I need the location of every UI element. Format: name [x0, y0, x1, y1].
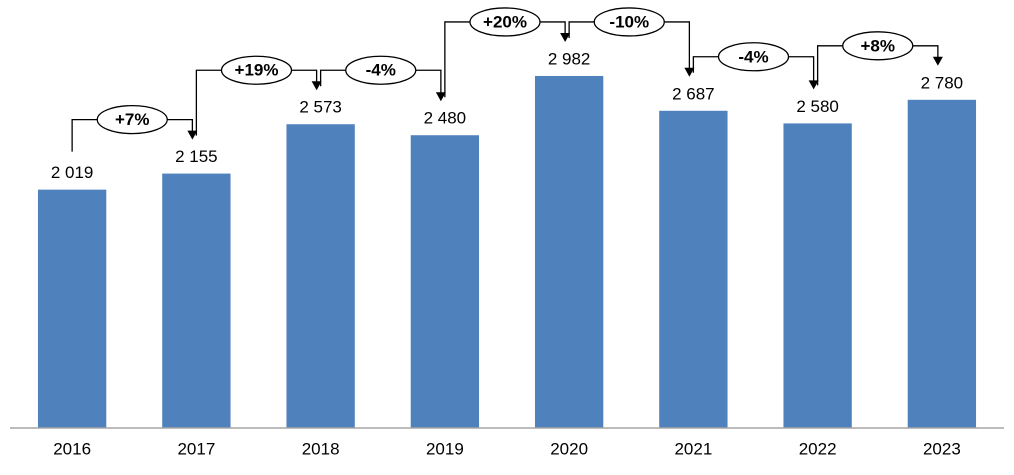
x-tick-label: 2021	[674, 439, 712, 458]
bar	[410, 135, 480, 428]
x-tick-label: 2018	[302, 439, 340, 458]
value-label: 2 480	[424, 109, 467, 128]
value-label: 2 155	[175, 147, 218, 166]
x-tick-label: 2022	[799, 439, 837, 458]
arrow-head	[808, 80, 819, 90]
annotation: +20%	[483, 12, 527, 31]
value-label: 2 573	[299, 98, 342, 117]
arrow-head	[311, 81, 322, 91]
annotation: +19%	[235, 61, 279, 80]
annotation: +8%	[861, 36, 896, 55]
bar	[286, 124, 355, 429]
bar	[783, 123, 852, 429]
x-tick-label: 2019	[426, 439, 464, 458]
annotation-oval	[220, 55, 293, 85]
annotation-oval	[842, 31, 914, 61]
annotation-oval	[345, 55, 417, 85]
x-tick-label: 2020	[550, 439, 588, 458]
x-tick-label: 2023	[923, 439, 961, 458]
arrow-head	[435, 92, 446, 102]
arrow-head	[560, 32, 571, 42]
x-tick-label: 2016	[53, 439, 91, 458]
value-label: 2 019	[51, 163, 94, 182]
bar	[37, 189, 107, 428]
annotation: -4%	[366, 61, 396, 80]
value-label: 2 580	[796, 97, 839, 116]
x-tick-label: 2017	[177, 439, 215, 458]
value-label: 2 780	[921, 73, 964, 92]
value-label: 2 982	[548, 49, 591, 68]
annotation-oval	[469, 7, 541, 37]
annotation: +7%	[115, 110, 150, 129]
bar	[907, 99, 977, 429]
value-label: 2 687	[672, 84, 715, 103]
annotation: -4%	[738, 47, 768, 66]
arrow-head	[932, 56, 943, 66]
annotation-oval	[593, 7, 665, 37]
bar	[162, 173, 231, 428]
arrow-head	[187, 130, 198, 140]
arrow-head	[684, 67, 695, 77]
annotation-oval	[717, 42, 790, 72]
annotation-oval	[96, 104, 168, 135]
bar	[534, 75, 604, 428]
bar	[659, 110, 728, 428]
annotation: -10%	[609, 12, 649, 31]
